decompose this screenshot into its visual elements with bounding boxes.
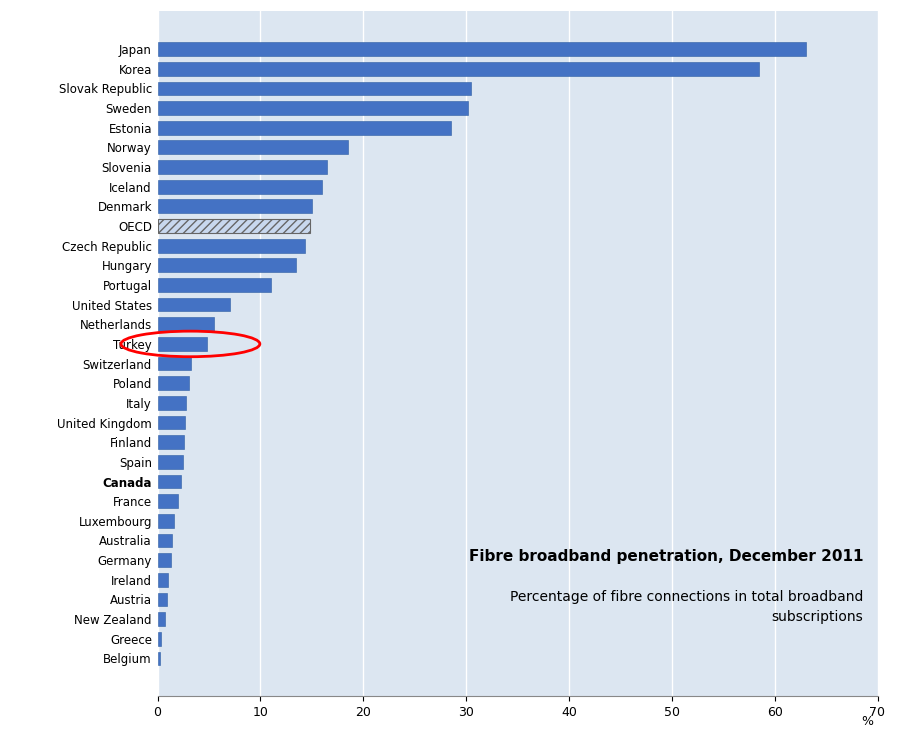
- Bar: [158, 652, 160, 666]
- Bar: [158, 553, 171, 567]
- Bar: [158, 101, 468, 115]
- Bar: [158, 436, 184, 449]
- Bar: [158, 593, 166, 607]
- Bar: [158, 278, 271, 292]
- Bar: [158, 514, 174, 528]
- Bar: [158, 180, 322, 194]
- Bar: [158, 612, 165, 626]
- Bar: [158, 219, 310, 233]
- Bar: [158, 200, 311, 213]
- Bar: [158, 396, 186, 410]
- Bar: [158, 42, 806, 56]
- Bar: [158, 259, 296, 272]
- Bar: [158, 475, 181, 489]
- Bar: [158, 632, 161, 646]
- Bar: [158, 239, 304, 253]
- Bar: [158, 62, 760, 76]
- Bar: [158, 377, 189, 390]
- Bar: [158, 121, 451, 135]
- Bar: [158, 82, 472, 95]
- Bar: [158, 160, 328, 174]
- Bar: [158, 495, 178, 508]
- Text: Fibre broadband penetration, December 2011: Fibre broadband penetration, December 20…: [469, 549, 863, 564]
- Bar: [158, 455, 184, 469]
- Bar: [158, 141, 347, 154]
- Bar: [158, 357, 192, 371]
- Bar: [158, 416, 185, 430]
- Bar: [158, 298, 230, 312]
- Bar: [158, 534, 172, 548]
- Text: %: %: [861, 715, 873, 728]
- Bar: [158, 318, 214, 331]
- Bar: [158, 573, 167, 587]
- Text: Percentage of fibre connections in total broadband
subscriptions: Percentage of fibre connections in total…: [509, 590, 863, 624]
- Bar: [158, 337, 207, 351]
